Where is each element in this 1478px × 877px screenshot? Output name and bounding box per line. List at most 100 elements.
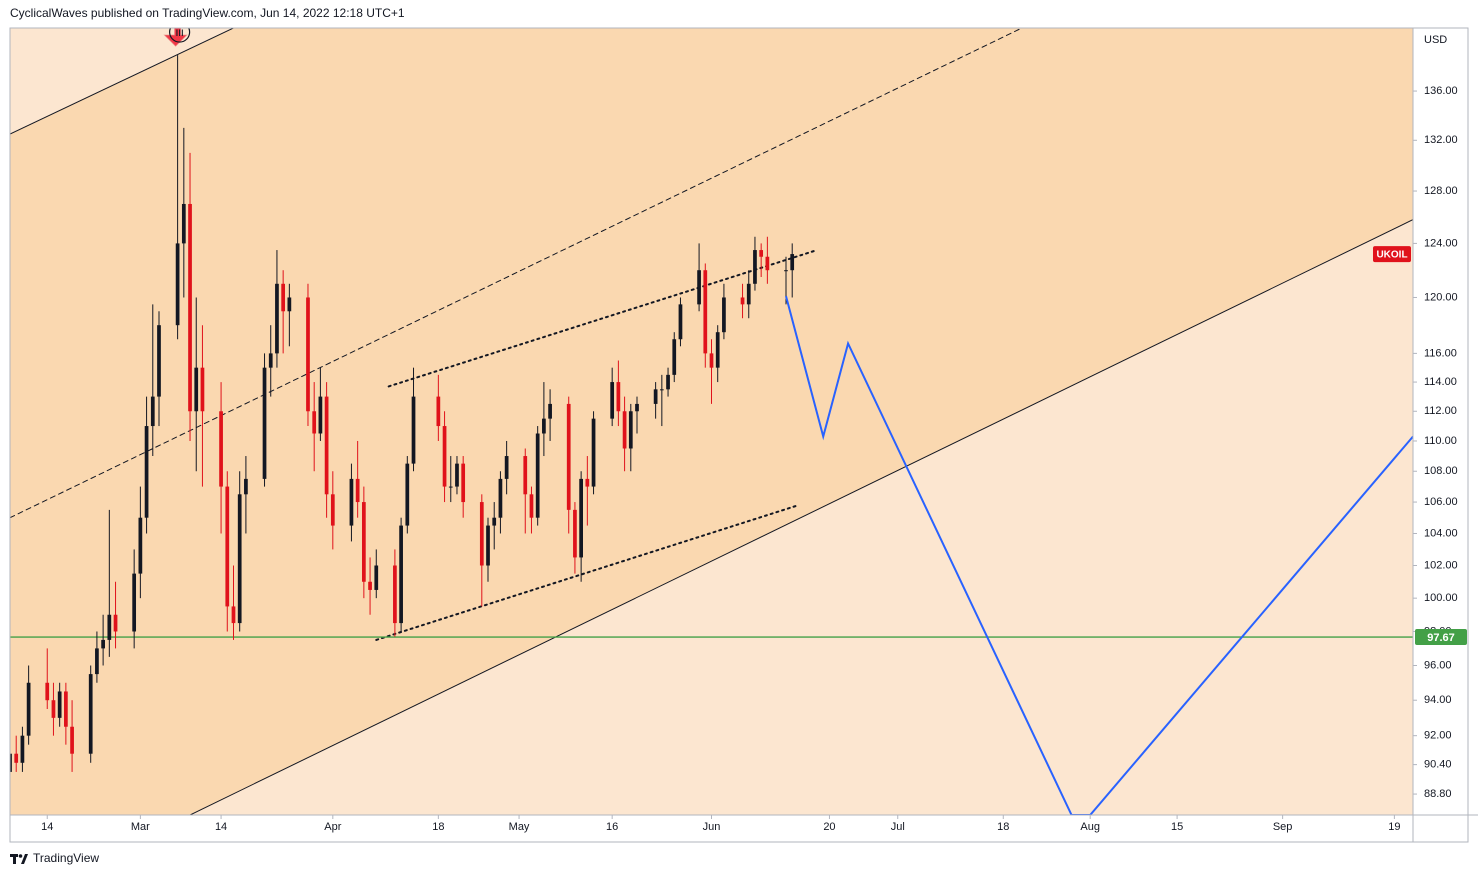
currency: USD <box>1424 34 1447 46</box>
candle-body <box>287 297 292 312</box>
symbol-label: UKOIL <box>1376 250 1407 261</box>
candle-body <box>461 463 466 503</box>
candle-body <box>95 648 99 675</box>
symbol-box <box>1373 246 1411 263</box>
x-tick-label: Jul <box>891 821 905 833</box>
candle-body <box>393 565 397 624</box>
x-tick-label: 18 <box>997 821 1009 833</box>
candle-body <box>113 614 118 632</box>
candle-body <box>225 486 230 607</box>
candle-body <box>697 270 701 305</box>
support-price-box <box>1415 629 1467 646</box>
candle-body <box>653 389 658 404</box>
y-tick-label: 136.00 <box>1424 85 1458 97</box>
candle-body <box>312 411 317 434</box>
y-tick-label: 96.00 <box>1424 659 1452 671</box>
candle-body <box>678 304 683 340</box>
x-tick-label: Sep <box>1273 821 1293 833</box>
support-price-label: 97.67 <box>1427 632 1455 644</box>
candle-body <box>262 367 267 479</box>
y-tick-label: 106.00 <box>1424 496 1458 508</box>
wave-circle <box>169 28 191 43</box>
x-tick-label: Apr <box>324 821 341 833</box>
candle-body <box>703 270 708 354</box>
candle-body <box>349 478 354 526</box>
y-tick-label: 92.00 <box>1424 730 1452 742</box>
candle-body <box>188 203 192 412</box>
candle-body <box>492 517 497 526</box>
y-tick-label: 108.00 <box>1424 465 1458 477</box>
candle-body <box>448 486 453 488</box>
candle-body <box>436 396 441 427</box>
trendline <box>375 504 800 641</box>
candle-body <box>51 700 56 718</box>
y-tick-label: 124.00 <box>1424 237 1458 249</box>
candle-body <box>405 463 410 526</box>
y-tick-label: 90.40 <box>1424 759 1452 771</box>
candle-body <box>523 456 528 495</box>
x-tick-label: 18 <box>432 821 444 833</box>
candle-body <box>442 426 447 487</box>
candle-body <box>200 367 205 412</box>
x-tick-label: 20 <box>823 821 835 833</box>
candle-body <box>368 581 372 590</box>
candle-body <box>709 353 714 368</box>
x-tick-label: 14 <box>41 821 53 833</box>
candle-body <box>244 478 248 495</box>
candle-body <box>790 254 795 271</box>
wave-label: iii <box>176 25 184 39</box>
footer-brand: TradingView <box>33 851 99 865</box>
x-tick-label: 16 <box>606 821 618 833</box>
y-tick-label: 102.00 <box>1424 559 1458 571</box>
trendline <box>10 28 1023 519</box>
candle-body <box>529 494 534 518</box>
wave-arrow <box>163 28 188 47</box>
candle-body <box>361 502 366 582</box>
candle-body <box>157 325 161 397</box>
candle-body <box>88 674 93 754</box>
header: CyclicalWaves published on TradingView.c… <box>10 6 405 20</box>
candle-body <box>765 256 770 271</box>
candle-body <box>479 502 484 566</box>
candle-body <box>20 735 25 763</box>
candle-body <box>411 396 416 464</box>
candle-body <box>57 691 62 718</box>
candle-body <box>107 614 112 640</box>
candle-body <box>659 389 664 391</box>
candle-body <box>591 418 596 487</box>
candle-body <box>740 297 745 305</box>
candle-body <box>746 283 751 305</box>
candle-body <box>666 374 670 390</box>
candle-body <box>504 456 509 479</box>
candle-body <box>132 573 137 632</box>
candle-body <box>101 639 105 649</box>
y-tick-label: 120.00 <box>1424 291 1458 303</box>
candle-body <box>455 463 459 487</box>
x-tick-label: 14 <box>215 821 227 833</box>
projection-path <box>785 295 1413 815</box>
candle-body <box>14 753 19 763</box>
y-tick-label: 114.00 <box>1424 376 1457 388</box>
y-tick-label: 94.00 <box>1424 694 1452 706</box>
candle-body <box>64 691 68 727</box>
candle-body <box>306 297 310 412</box>
candle-body <box>150 396 155 427</box>
x-tick-label: 15 <box>1171 821 1183 833</box>
candle-body <box>70 726 74 754</box>
candle-body <box>330 494 335 526</box>
candle-body <box>759 250 764 257</box>
candle-body <box>181 203 186 244</box>
candle-body <box>45 682 50 701</box>
candle-body <box>722 297 726 333</box>
candle-body <box>784 270 788 272</box>
candle-body <box>318 396 323 434</box>
candle-body <box>628 411 633 449</box>
candle-body <box>622 411 627 449</box>
candle-body <box>616 382 621 412</box>
logo <box>10 854 28 864</box>
candle-body <box>753 250 757 284</box>
y-tick-label: 132.00 <box>1424 134 1458 146</box>
candle-body <box>231 606 236 624</box>
frame <box>9 27 1469 843</box>
y-tick-label: 88.80 <box>1424 788 1452 800</box>
